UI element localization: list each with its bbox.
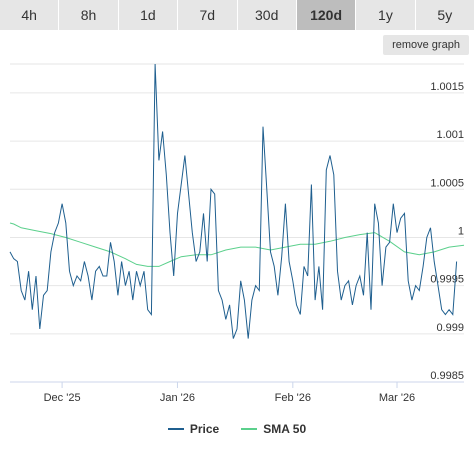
y-tick-label: 1.001 — [436, 129, 464, 141]
legend-label: Price — [189, 422, 220, 436]
x-tick-label: Feb '26 — [275, 392, 311, 404]
tab-4h[interactable]: 4h — [0, 0, 60, 30]
price-chart: 0.9985 0.999 0.9995 1 1.0005 1.001 1.0015 Dec … — [9, 63, 465, 404]
x-tick-label: Jan '26 — [160, 392, 195, 404]
legend-swatch — [241, 428, 258, 430]
legend-label: SMA 50 — [263, 422, 307, 436]
remove-graph-button[interactable]: remove graph — [383, 35, 469, 55]
legend-item-price[interactable]: Price — [167, 418, 220, 440]
x-axis-ticks: Dec '25 Jan '26 Feb '26 Mar '26 — [44, 382, 415, 404]
tab-1y[interactable]: 1y — [356, 0, 416, 30]
y-tick-label: 1 — [458, 225, 464, 237]
price-series-line — [9, 63, 458, 339]
legend-item-sma-50[interactable]: SMA 50 — [241, 418, 306, 440]
y-tick-label: 1.0005 — [430, 177, 464, 189]
y-axis-ticks: 0.9985 0.999 0.9995 1 1.0005 1.001 1.0015 — [430, 81, 464, 382]
y-tick-label: 1.0015 — [430, 81, 464, 93]
y-tick-label: 0.999 — [436, 322, 464, 334]
y-tick-label: 0.9985 — [430, 370, 464, 382]
tab-30d[interactable]: 30d — [237, 0, 297, 30]
chart-legend: Price SMA 50 — [0, 418, 474, 440]
x-tick-label: Mar '26 — [379, 392, 415, 404]
tab-1d[interactable]: 1d — [118, 0, 179, 30]
tab-120d[interactable]: 120d — [296, 0, 357, 30]
tab-7d[interactable]: 7d — [178, 0, 238, 30]
tab-5y[interactable]: 5y — [415, 0, 474, 30]
sma-50-series-line — [9, 222, 465, 267]
y-tick-label: 0.9995 — [430, 274, 464, 286]
x-tick-label: Dec '25 — [44, 392, 81, 404]
legend-swatch — [167, 428, 184, 430]
tab-8h[interactable]: 8h — [59, 0, 119, 30]
time-range-tabs: 4h 8h 1d 7d 30d 120d 1y 5y — [0, 0, 474, 30]
